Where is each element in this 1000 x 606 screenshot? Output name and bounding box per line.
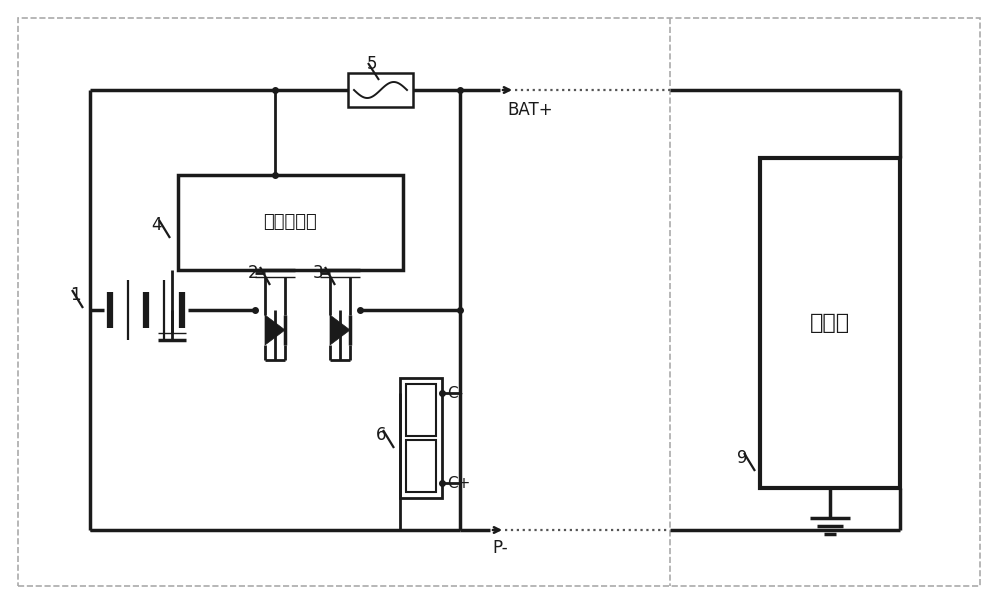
Text: 9: 9: [736, 449, 747, 467]
Polygon shape: [330, 315, 350, 345]
Bar: [400, 378, 442, 498]
Text: 6: 6: [376, 426, 386, 444]
Bar: [406, 440, 436, 492]
Text: 3: 3: [312, 264, 323, 282]
Bar: [348, 73, 413, 107]
Text: 1: 1: [70, 286, 80, 304]
Bar: [178, 175, 403, 270]
Text: 控制器: 控制器: [810, 313, 850, 333]
Text: C-: C-: [447, 385, 463, 401]
Polygon shape: [265, 315, 285, 345]
Bar: [406, 384, 436, 436]
Text: 5: 5: [367, 55, 377, 73]
Text: C+: C+: [447, 476, 470, 490]
Text: P-: P-: [492, 539, 508, 557]
Text: BAT+: BAT+: [507, 101, 553, 119]
Bar: [760, 158, 900, 488]
Text: 4: 4: [152, 216, 162, 234]
Text: 电池保护板: 电池保护板: [263, 213, 317, 231]
Text: 2: 2: [247, 264, 258, 282]
